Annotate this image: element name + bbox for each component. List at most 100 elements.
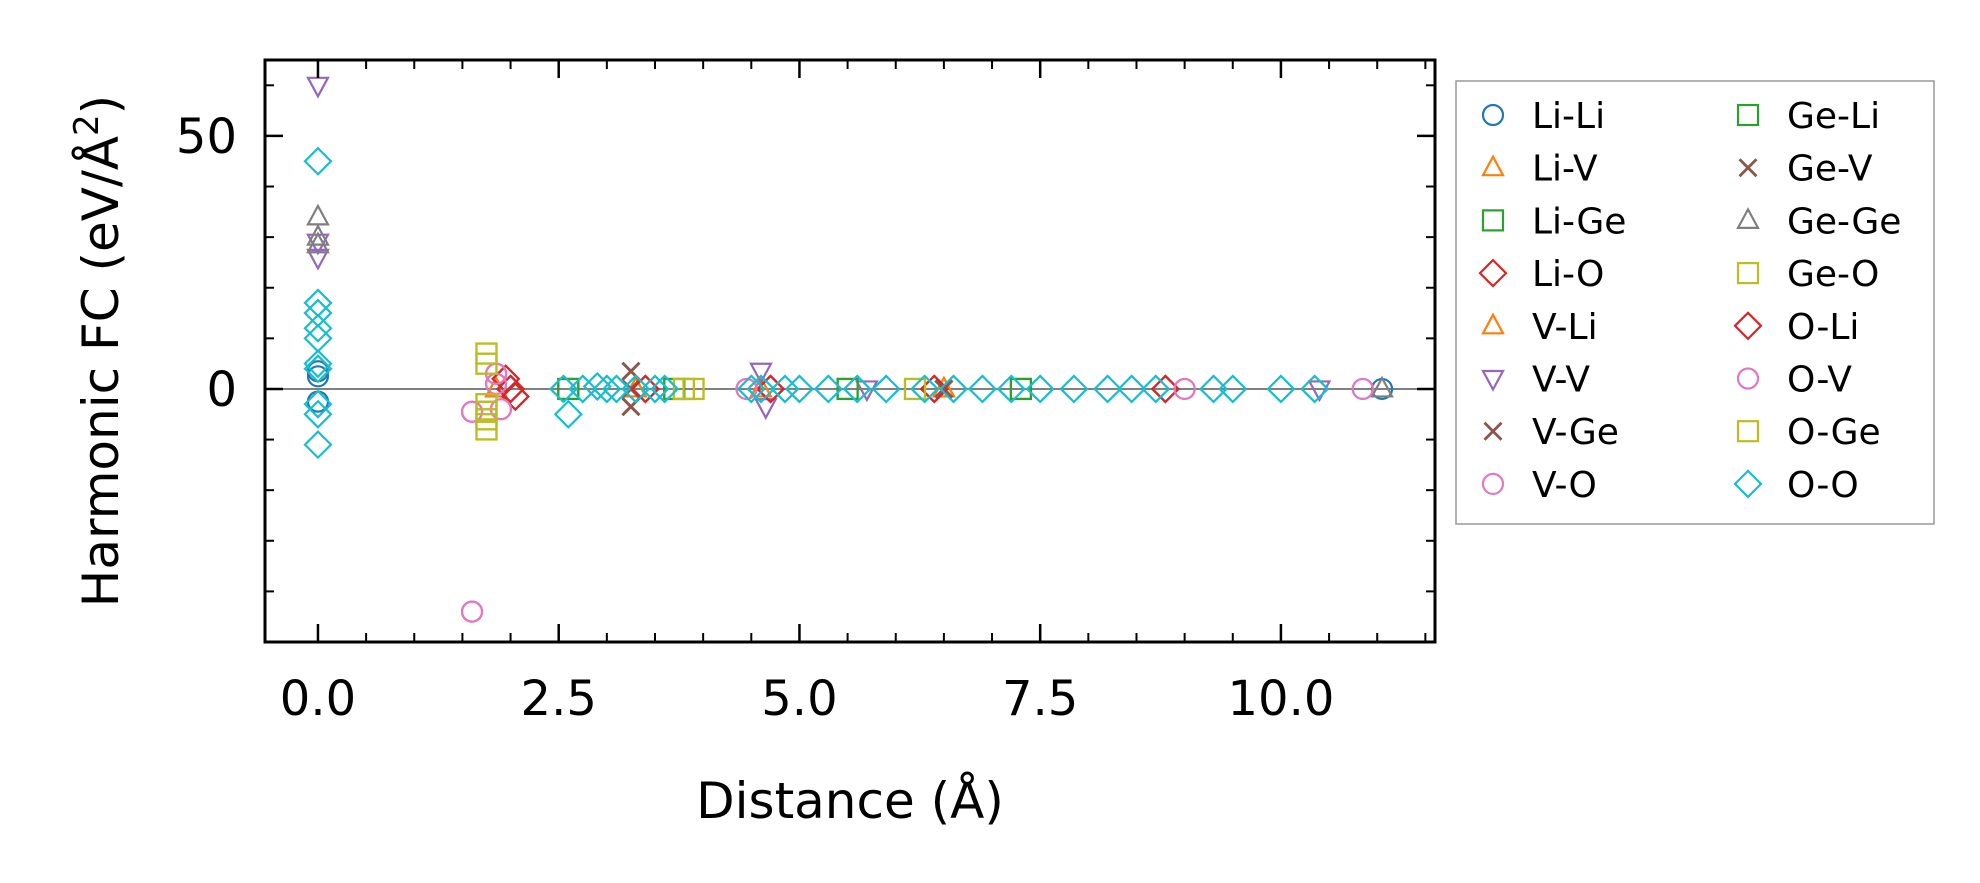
svg-text:Harmonic FC (eV/Å2): Harmonic FC (eV/Å2)	[67, 95, 130, 607]
point-o-o	[1218, 374, 1248, 404]
point-o-o	[303, 288, 333, 318]
x-tick-label: 2.5	[521, 671, 597, 727]
point-o-o	[1117, 374, 1147, 404]
legend-marker-o-ge	[1736, 420, 1760, 443]
point-o-o	[548, 374, 579, 404]
point-o-o	[1059, 374, 1089, 404]
legend-box	[1455, 80, 1935, 525]
x-tick-label: 7.5	[1002, 671, 1078, 727]
point-o-o	[303, 389, 333, 419]
legend-label-v-ge: V-Ge	[1532, 412, 1619, 453]
point-ge-li	[836, 377, 859, 401]
point-o-o	[303, 399, 333, 429]
point-o-o	[568, 374, 598, 404]
point-o-o	[303, 146, 333, 176]
point-ge-ge	[306, 223, 330, 246]
point-o-o	[784, 374, 815, 404]
legend-marker-ge-li	[1736, 103, 1760, 127]
legend-marker-ge-ge	[1736, 207, 1760, 229]
point-o-o	[770, 374, 800, 404]
point-ge-ge	[306, 231, 330, 254]
legend-marker-o-v	[1736, 367, 1760, 390]
x-tick-label: 5.0	[761, 671, 837, 727]
point-o-o	[910, 374, 940, 404]
legend-marker-v-v	[1481, 369, 1505, 392]
axis-ticks: 0.0 2.5 5.0 7.5 10.0 0 50	[176, 60, 1435, 727]
point-o-v	[735, 377, 758, 401]
plot-area	[265, 76, 1435, 623]
legend-marker-li-o	[1478, 258, 1508, 288]
legend-marker-v-ge	[1483, 421, 1503, 441]
point-o-o	[1025, 374, 1055, 404]
point-o-li	[495, 374, 526, 404]
legend-label-ge-li: Ge-Li	[1787, 96, 1880, 137]
point-o-o	[996, 374, 1026, 404]
point-v-v	[855, 380, 879, 403]
legend-marker-li-li	[1481, 103, 1505, 127]
point-o-o	[813, 374, 843, 404]
point-o-v	[460, 400, 484, 423]
point-o-o	[303, 430, 333, 460]
point-o-o	[303, 354, 333, 384]
point-o-o	[1141, 374, 1171, 404]
legend-marker-o-o	[1733, 469, 1763, 499]
y-axis-label: Harmonic FC (eV/Å2)	[67, 95, 130, 607]
point-o-o	[1198, 374, 1229, 404]
point-o-v	[460, 600, 484, 623]
point-v-v	[753, 398, 778, 420]
point-o-o	[1266, 374, 1296, 404]
y-tick-label: 50	[176, 109, 237, 165]
y-axis-label-end: )	[72, 95, 130, 115]
point-o-li	[1150, 374, 1180, 404]
legend-marker-ge-v	[1738, 158, 1758, 178]
legend-label-o-v: O-V	[1787, 360, 1852, 401]
legend-label-li-v: Li-V	[1532, 149, 1598, 190]
point-ge-ge	[306, 203, 330, 226]
x-axis-label: Distance (Å)	[696, 772, 1004, 830]
x-tick-label: 10.0	[1227, 671, 1334, 727]
legend-label-ge-v: Ge-V	[1787, 149, 1873, 190]
point-o-o	[736, 374, 766, 404]
point-o-o	[842, 374, 872, 404]
legend-marker-li-v	[1481, 154, 1505, 177]
point-o-o	[1093, 374, 1123, 404]
legend-label-v-li: V-Li	[1532, 307, 1598, 348]
legend-label-li-ge: Li-Ge	[1532, 201, 1626, 242]
point-ge-li	[557, 377, 580, 401]
legend-label-ge-o: Ge-O	[1787, 254, 1879, 295]
point-o-ge	[903, 377, 927, 401]
point-o-o	[1300, 374, 1330, 404]
point-o-o	[967, 374, 997, 404]
point-o-o	[601, 374, 632, 404]
point-ge-ge	[1370, 375, 1394, 398]
point-o-ge	[682, 377, 705, 401]
y-axis-label-superscript: 2	[67, 114, 107, 136]
point-o-o	[592, 374, 622, 404]
point-ge-v	[934, 379, 954, 399]
x-tick-label: 0.0	[280, 671, 356, 727]
legend: Li-Li Li-V Li-Ge Li-O V-Li V-V V-Ge V-O Ge-Li Ge-…	[1455, 80, 1935, 525]
point-o-o	[621, 374, 651, 404]
point-o-o	[303, 349, 333, 379]
legend-marker-ge-o	[1736, 262, 1760, 285]
point-o-v	[1351, 377, 1374, 401]
point-o-o	[871, 374, 901, 404]
point-o-o	[553, 399, 583, 429]
y-tick-label: 0	[206, 362, 237, 418]
legend-label-o-li: O-Li	[1787, 307, 1859, 348]
legend-label-ge-ge: Ge-Ge	[1787, 201, 1901, 242]
point-o-o	[650, 374, 680, 404]
point-o-ge	[475, 418, 498, 441]
legend-label-o-o: O-O	[1787, 465, 1859, 506]
point-o-v	[1173, 377, 1196, 401]
legend-marker-li-ge	[1481, 209, 1505, 232]
point-o-o	[582, 371, 612, 401]
legend-marker-o-li	[1733, 311, 1763, 341]
point-o-li	[630, 374, 660, 404]
point-ge-li	[1009, 377, 1033, 401]
legend-marker-v-li	[1481, 312, 1505, 335]
legend-marker-v-o	[1481, 472, 1505, 495]
point-o-o	[746, 374, 776, 404]
legend-label-o-ge: O-Ge	[1787, 412, 1881, 453]
